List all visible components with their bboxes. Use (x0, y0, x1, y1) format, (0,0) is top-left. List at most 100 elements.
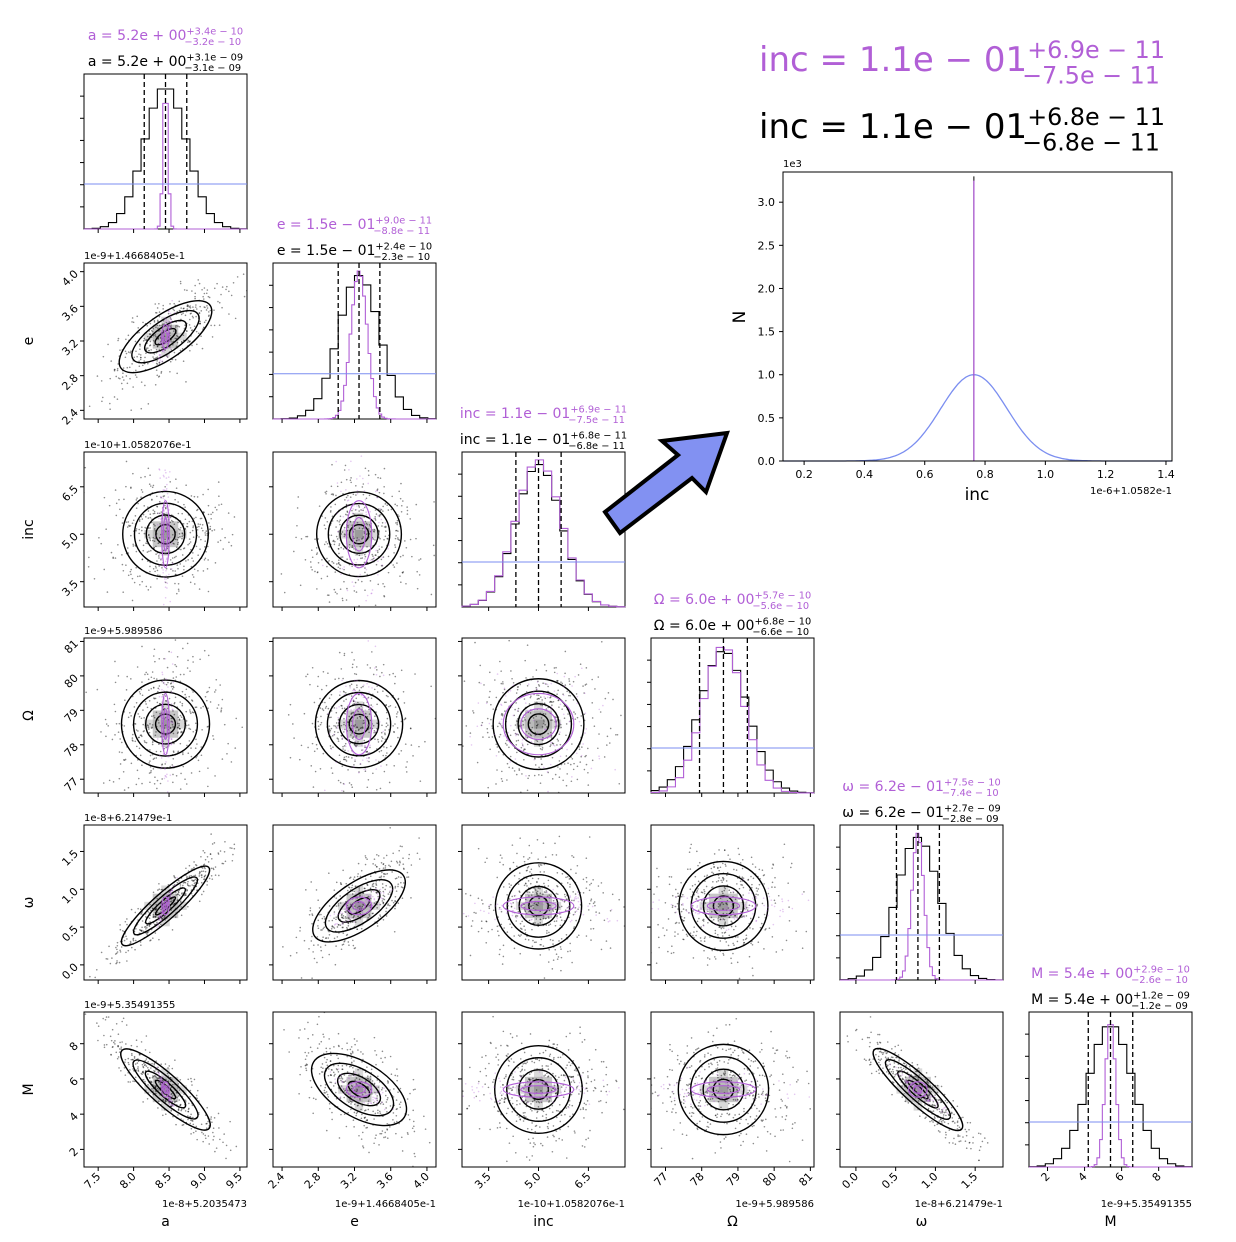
scatter-point (319, 697, 321, 700)
scatter-point (357, 873, 359, 875)
scatter-point (343, 758, 346, 761)
scatter-point (403, 718, 406, 721)
purple-point (154, 535, 157, 537)
scatter-point (364, 863, 367, 866)
purple-point (165, 477, 168, 479)
density-cell (144, 901, 153, 910)
scatter-point (405, 582, 407, 585)
scatter-point (525, 882, 527, 885)
panel-content (287, 640, 436, 793)
scatter-point (523, 748, 526, 750)
scatter-point (554, 773, 557, 776)
purple-point (171, 541, 173, 544)
scatter-point (149, 333, 152, 336)
scatter-point (337, 779, 340, 782)
scatter-point (141, 580, 144, 583)
purple-point (345, 489, 347, 491)
scatter-point (363, 561, 366, 564)
purple-point (525, 775, 527, 777)
scatter-point (430, 685, 432, 688)
scatter-point (372, 882, 375, 885)
scatter-point (342, 915, 345, 917)
scatter-point (155, 731, 157, 733)
scatter-point (316, 552, 319, 554)
purple-point (359, 907, 362, 909)
scatter-point (535, 715, 537, 717)
scatter-point (480, 920, 483, 922)
scatter-point (179, 714, 182, 717)
title-sup: +2.9e − 10 (1133, 965, 1190, 976)
scatter-point (512, 682, 515, 684)
scatter-point (108, 945, 110, 948)
scatter-point (205, 319, 207, 322)
scatter-point (184, 518, 187, 521)
scatter-point (211, 336, 214, 338)
scatter-point (159, 574, 161, 577)
purple-point (328, 733, 331, 735)
scatter-point (476, 761, 479, 764)
scatter-point (153, 546, 155, 549)
scatter-point (169, 727, 172, 729)
purple-point (362, 741, 365, 744)
scatter-point (125, 352, 128, 355)
scatter-point (377, 476, 379, 479)
purple-point (159, 342, 162, 344)
purple-point (527, 728, 529, 730)
scatter-point (121, 522, 124, 524)
scatter-point (119, 738, 121, 740)
purple-point (164, 731, 166, 734)
hist-purple-a (84, 102, 247, 230)
scatter-point (550, 719, 552, 721)
purple-point (357, 890, 359, 893)
scatter-point (590, 928, 592, 930)
scatter-point (536, 880, 538, 883)
hist-black-M (1028, 1026, 1193, 1168)
scatter-point (355, 666, 358, 668)
scatter-point (141, 491, 144, 493)
scatter-point (351, 884, 354, 887)
purple-point (559, 755, 562, 758)
scatter-point (126, 960, 128, 962)
scatter-point (356, 537, 359, 539)
contour-purple (345, 896, 373, 916)
scatter-point (356, 684, 358, 686)
scatter-point (173, 876, 176, 878)
scatter-point (115, 514, 118, 517)
scatter-point (352, 700, 355, 703)
scatter-point (122, 569, 125, 572)
scatter-point (197, 759, 200, 762)
scatter-point (348, 543, 351, 546)
scatter-point (567, 713, 569, 715)
scatter-point (385, 754, 387, 757)
scatter-point (335, 563, 338, 565)
scatter-point (525, 877, 528, 880)
scatter-point (171, 358, 174, 361)
scatter-point (306, 535, 309, 538)
purple-point (161, 671, 164, 674)
scatter-point (224, 860, 227, 863)
scatter-point (157, 719, 159, 721)
scatter-point (495, 783, 497, 785)
scatter-point (313, 750, 316, 753)
scatter-point (340, 481, 343, 484)
purple-point (160, 912, 163, 914)
scatter-point (94, 976, 96, 979)
scatter-point (332, 539, 335, 542)
scatter-point (568, 694, 570, 697)
scatter-point (574, 911, 577, 913)
scatter-point (189, 307, 192, 309)
purple-point (167, 893, 170, 896)
scatter-point (179, 886, 182, 889)
scatter-point (565, 699, 567, 702)
scatter-point (192, 880, 194, 882)
scatter-point (157, 690, 159, 693)
scatter-point (394, 723, 396, 725)
purple-point (356, 907, 359, 910)
purple-point (170, 743, 173, 745)
scatter-point (399, 575, 401, 577)
scatter-point (341, 556, 344, 558)
scatter-point (339, 781, 342, 784)
purple-point (336, 725, 339, 728)
scatter-point (584, 755, 586, 758)
purple-point (376, 730, 378, 732)
